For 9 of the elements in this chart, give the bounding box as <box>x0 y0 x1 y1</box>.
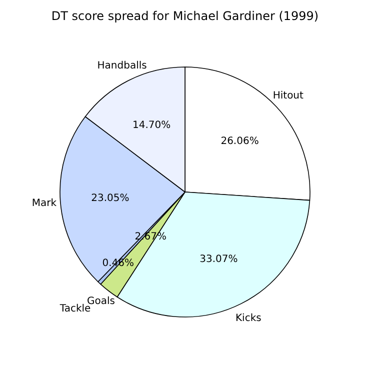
slice-label: Mark <box>32 198 57 209</box>
chart-title: DT score spread for Michael Gardiner (1999) <box>51 9 319 23</box>
slice-label: Handballs <box>97 60 147 72</box>
data-label: 26.06% <box>220 136 259 147</box>
data-label: 14.70% <box>132 120 171 131</box>
slice-label: Kicks <box>235 313 262 324</box>
data-label: 23.05% <box>91 192 130 204</box>
data-label: 33.07% <box>200 254 238 266</box>
slice-label: Hitout <box>272 90 304 102</box>
